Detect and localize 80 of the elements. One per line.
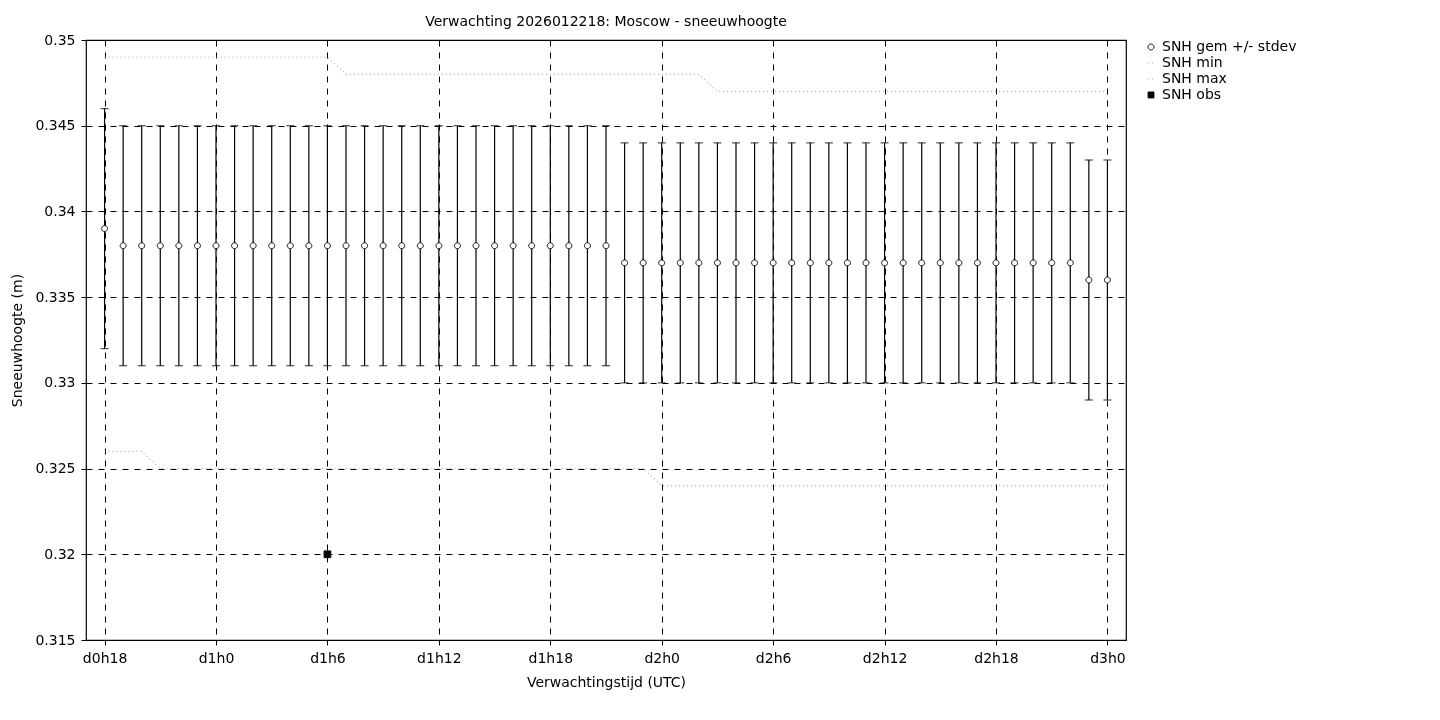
y-tick-label: 0.335: [35, 288, 76, 305]
x-axis-title: Verwachtingstijd (UTC): [526, 673, 687, 690]
point: [286, 242, 294, 250]
point: [565, 242, 573, 250]
point: [546, 242, 554, 250]
point: [713, 259, 721, 267]
point: [231, 242, 239, 250]
point: [899, 259, 907, 267]
legend-label: SNH min: [1162, 54, 1223, 70]
point: [1048, 259, 1056, 267]
point: [621, 259, 629, 267]
point: [138, 242, 146, 250]
point: [398, 242, 406, 250]
point: [695, 259, 703, 267]
point: [788, 259, 796, 267]
y-tick-label: 0.315: [35, 631, 76, 648]
point: [602, 242, 610, 250]
legend-label: SNH gem +/- stdev: [1162, 38, 1297, 54]
point: [119, 242, 127, 250]
point: [992, 259, 1000, 267]
point: [193, 242, 201, 250]
y-tick-label: 0.33: [44, 374, 76, 391]
point: [1066, 259, 1074, 267]
y-axis-title: Sneeuwhoogte (m): [9, 273, 26, 408]
point: [881, 259, 889, 267]
point: [862, 259, 870, 267]
point: [212, 242, 220, 250]
y-tick-label: 0.34: [44, 202, 76, 219]
x-tick-label: d1h18: [528, 649, 574, 666]
point: [751, 259, 759, 267]
point: [658, 259, 666, 267]
point: [955, 259, 963, 267]
point: [732, 259, 740, 267]
y-tick-label: 0.32: [44, 545, 76, 562]
point: [1011, 259, 1019, 267]
point: [528, 242, 536, 250]
point: [583, 242, 591, 250]
point: [305, 242, 313, 250]
point: [323, 242, 331, 250]
point: [342, 242, 350, 250]
point: [472, 242, 480, 250]
point: [769, 259, 777, 267]
point: [843, 259, 851, 267]
point: [676, 259, 684, 267]
x-tick-label: d2h12: [862, 649, 908, 666]
point: [435, 242, 443, 250]
chart-title: Verwachting 2026012218: Moscow - sneeuwhoogte: [425, 13, 787, 29]
point: [268, 242, 276, 250]
point: [1029, 259, 1037, 267]
point: [175, 242, 183, 250]
legend-label: SNH max: [1162, 70, 1227, 86]
x-tick-label: d2h18: [974, 649, 1019, 666]
legend-label: SNH obs: [1162, 86, 1222, 102]
y-tick-label: 0.345: [35, 117, 76, 134]
point: [806, 259, 814, 267]
point: [936, 259, 944, 267]
point: [639, 259, 647, 267]
point: [361, 242, 369, 250]
x-tick-label: d2h0: [644, 649, 680, 666]
point: [379, 242, 387, 250]
x-tick-label: d1h6: [310, 649, 346, 666]
x-tick-label: d1h0: [198, 649, 235, 666]
y-tick-label: 0.35: [44, 31, 76, 48]
point: [416, 242, 424, 250]
x-tick-label: d0h18: [82, 649, 128, 666]
point: [453, 242, 461, 250]
x-tick-label: d3h0: [1090, 649, 1126, 666]
point: [918, 259, 926, 267]
point: [1103, 276, 1111, 284]
point: [491, 242, 499, 250]
point: [249, 242, 257, 250]
point: [1085, 276, 1093, 284]
x-tick-label: d1h12: [417, 649, 462, 666]
point: [973, 259, 981, 267]
y-tick-label: 0.325: [35, 460, 76, 477]
point: [825, 259, 833, 267]
point: [156, 242, 164, 250]
point: [101, 225, 109, 233]
point: [509, 242, 517, 250]
x-tick-label: d2h6: [755, 649, 792, 666]
